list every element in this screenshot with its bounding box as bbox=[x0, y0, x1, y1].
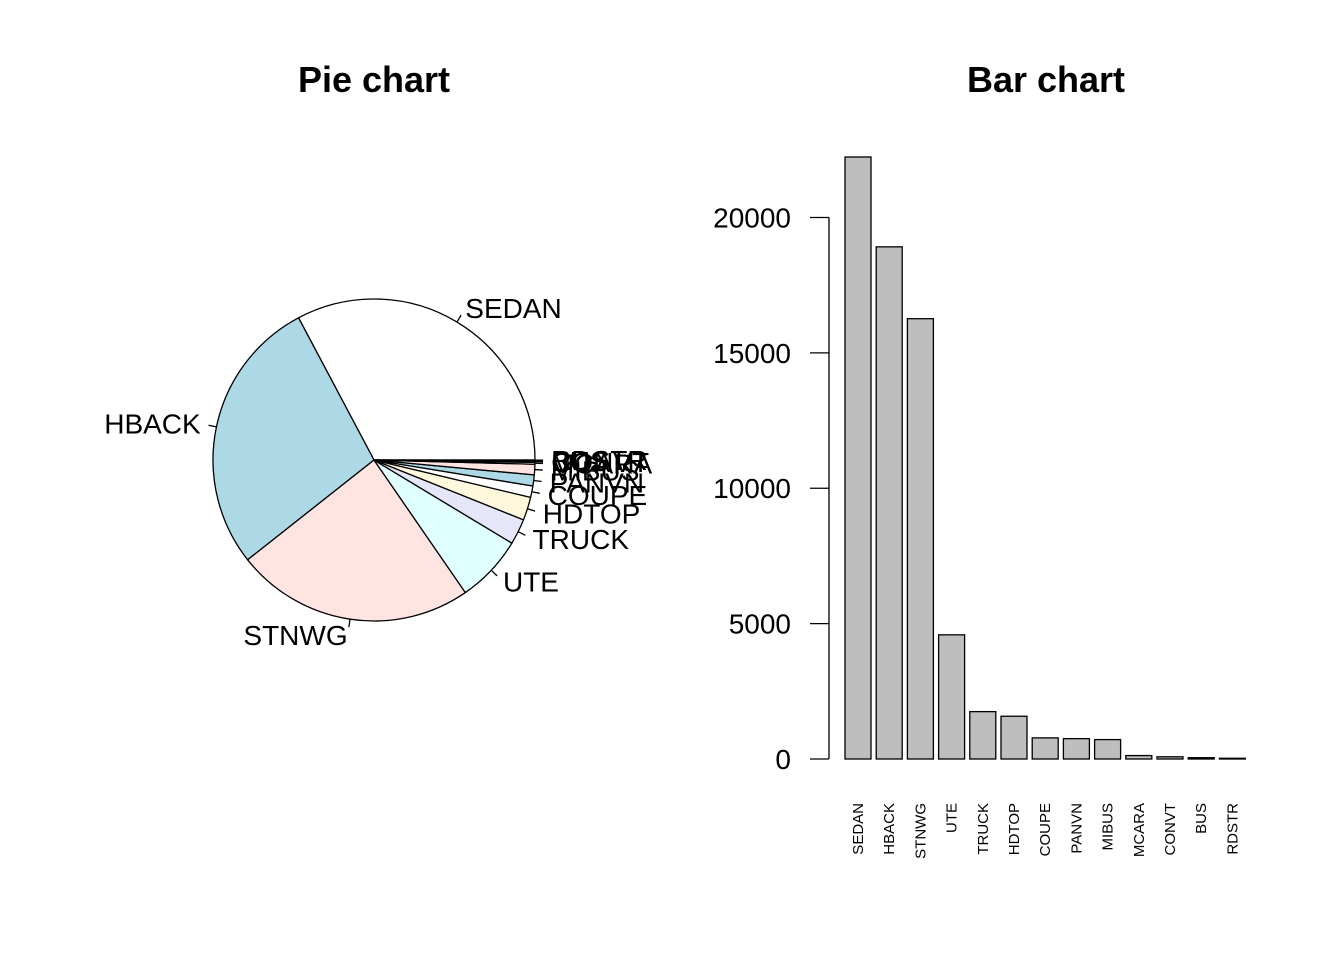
x-tick-label-hdtop: HDTOP bbox=[1006, 803, 1023, 855]
x-tick-label-convt: CONVT bbox=[1162, 803, 1179, 856]
x-tick-label-rdstr: RDSTR bbox=[1224, 803, 1241, 855]
bar-chart-panel: Bar chart 0 5000 10000 15000 20000 SEDAN HBAC… bbox=[713, 59, 1247, 859]
bar-y-axis: 0 5000 10000 15000 20000 bbox=[713, 202, 830, 775]
bar-hdtop bbox=[1000, 715, 1028, 760]
pie-label-coupe: COUPE bbox=[548, 480, 648, 511]
pie-label-ute: UTE bbox=[503, 566, 559, 597]
pie-label-rdstr: RDSTR bbox=[551, 445, 647, 476]
y-tick-label-10000: 10000 bbox=[713, 473, 791, 504]
bar-hback bbox=[875, 246, 903, 760]
y-tick-label-0: 0 bbox=[775, 744, 791, 775]
pie-label-tick-truck bbox=[517, 531, 526, 536]
pie-chart-panel: Pie chart SEDANHBACKSTNWGUTETRUCKHDTOPCO… bbox=[104, 59, 652, 651]
pie-label-mcara: MCARA bbox=[551, 449, 652, 480]
bar-coupe bbox=[1031, 737, 1059, 760]
x-tick-label-bus: BUS bbox=[1193, 803, 1210, 834]
pie-label-sedan: SEDAN bbox=[465, 293, 561, 324]
pie-slice-stnwg bbox=[246, 459, 467, 622]
x-tick-label-mibus: MIBUS bbox=[1100, 803, 1117, 851]
x-tick-label-sedan: SEDAN bbox=[850, 803, 867, 855]
y-tick-label-20000: 20000 bbox=[713, 202, 791, 233]
y-tick-label-5000: 5000 bbox=[729, 609, 791, 640]
pie-label-mibus: MIBUS bbox=[551, 456, 640, 487]
pie-label-tick-stnwg bbox=[348, 619, 351, 628]
pie-label-tick-panvn bbox=[533, 479, 542, 483]
pie-label-tick-hback bbox=[208, 424, 217, 428]
bars bbox=[844, 156, 1247, 760]
pie-label-tick-coupe bbox=[531, 491, 540, 494]
bar-ute bbox=[937, 634, 966, 760]
x-tick-label-panvn: PANVN bbox=[1068, 803, 1085, 854]
bar-bus bbox=[1187, 757, 1215, 760]
bar-stnwg bbox=[906, 318, 935, 760]
pie-label-tick-hdtop bbox=[527, 508, 536, 512]
bar-mcara bbox=[1125, 754, 1153, 760]
pie-label-hback: HBACK bbox=[104, 409, 201, 440]
bar-truck bbox=[969, 710, 997, 760]
pie-labels: SEDAN HBACK STNWG UTE TRUCKHDTOPCOUPEPANVNMI… bbox=[104, 293, 652, 651]
pie-slice-hback bbox=[212, 316, 375, 561]
pie-label-convt: CONVT bbox=[551, 447, 649, 478]
pie-label-hdtop: HDTOP bbox=[543, 499, 641, 530]
bar-chart-title: Bar chart bbox=[967, 59, 1125, 100]
pie-label-tick-sedan bbox=[456, 314, 462, 323]
pie-label-bus: BUS bbox=[551, 446, 609, 477]
bar-x-tick-labels: SEDAN HBACK STNWG UTE TRUCK HDTOP COUPE PANVN MI… bbox=[850, 803, 1241, 859]
bar-convt bbox=[1156, 756, 1184, 760]
x-tick-label-mcara: MCARA bbox=[1131, 803, 1148, 857]
pie-label-tick-ute bbox=[490, 569, 498, 577]
bar-sedan bbox=[844, 156, 872, 760]
pie-label-stnwg: STNWG bbox=[243, 620, 347, 651]
pie-slices bbox=[212, 298, 536, 622]
pie-label-truck: TRUCK bbox=[533, 524, 630, 555]
x-tick-label-truck: TRUCK bbox=[975, 803, 992, 855]
pie-chart-title: Pie chart bbox=[298, 59, 450, 100]
x-tick-label-hback: HBACK bbox=[881, 803, 898, 855]
bar-rdstr bbox=[1218, 757, 1247, 760]
pie-label-panvn: PANVN bbox=[550, 468, 644, 499]
x-tick-label-coupe: COUPE bbox=[1037, 803, 1054, 856]
y-tick-label-15000: 15000 bbox=[713, 338, 791, 369]
bar-mibus bbox=[1093, 738, 1122, 760]
bar-panvn bbox=[1062, 737, 1091, 760]
x-tick-label-ute: UTE bbox=[944, 803, 961, 833]
x-tick-label-stnwg: STNWG bbox=[912, 803, 929, 859]
